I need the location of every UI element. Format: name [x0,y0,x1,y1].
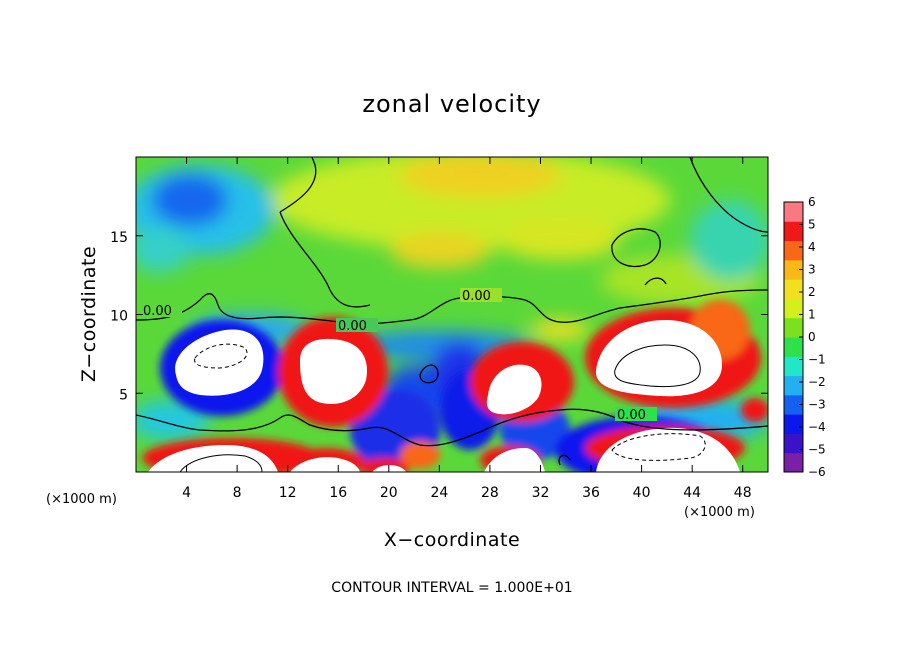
colorbar-tick-label: −1 [808,353,826,367]
colorbar-swatch [784,414,803,434]
saturated-cores [148,320,740,472]
x-tick-label: 24 [430,485,448,501]
colorbar-tick-label: −4 [808,420,826,434]
colorbar-tick-label: 5 [808,218,816,232]
colorbar-tick-label: 0 [808,330,816,344]
colorbar-swatch [784,337,803,357]
colorbar-swatch [784,279,803,299]
x-axis-label: X−coordinate [384,529,520,551]
colorbar-tick-label: −3 [808,398,826,412]
colorbar-swatch [784,221,803,242]
y-axis-label: Z−coordinate [78,246,100,382]
colorbar-tick-label: −5 [808,443,826,457]
contour-lines [136,157,768,466]
colorbar: 6 5 4 3 2 1 0 −1 −2 −3 −4 −5 −6 [783,195,826,479]
contour-label: 0.00 [143,304,172,319]
chart-title: zonal velocity [362,90,541,118]
contour-label: 0.00 [338,319,367,334]
colorbar-tick-label: 4 [808,240,816,254]
x-tick-label: 20 [380,485,398,501]
x-tick-label: 4 [182,485,191,501]
colorbar-swatch [784,375,803,396]
contour-lines-solid-inner [179,344,701,472]
x-axis: 4 8 12 16 20 24 28 32 36 40 44 48 [182,157,752,501]
x-tick-label: 32 [532,485,550,501]
colorbar-tick-label: −6 [808,465,826,479]
x-tick-label: 12 [279,485,297,501]
x-tick-label: 36 [582,485,600,501]
y-axis: 5 10 15 [110,230,768,403]
contour-lines-dashed [194,343,706,461]
x-units-left: (×1000 m) [46,492,117,507]
x-units-right: (×1000 m) [684,505,755,520]
y-tick-label: 10 [110,309,128,325]
colorbar-swatch [784,298,803,319]
colorbar-swatch [784,356,803,377]
x-tick-label: 16 [329,485,347,501]
colorbar-swatch [784,433,803,454]
x-tick-label: 44 [683,485,701,501]
colorbar-tick-label: 1 [808,308,816,322]
colorbar-tick-label: 3 [808,263,816,277]
y-tick-label: 5 [119,387,128,403]
colorbar-tick-label: 6 [808,195,816,209]
colorbar-swatch [784,317,803,338]
x-tick-label: 40 [633,485,651,501]
y-tick-label: 15 [110,230,128,246]
colorbar-swatch [784,240,803,261]
colorbar-tick-label: −2 [808,375,826,389]
colorbar-tick-label: 2 [808,285,816,299]
colorbar-swatch [784,452,803,473]
contour-interval-note: CONTOUR INTERVAL = 1.000E+01 [331,580,572,596]
colorbar-swatch [784,202,803,222]
contour-label: 0.00 [617,408,646,423]
x-tick-label: 48 [734,485,752,501]
colorbar-swatch [784,259,803,280]
heatmap-field: 0.00 0.00 0.00 0.00 [136,157,768,472]
contour-label: 0.00 [462,289,491,304]
contour-label-group: 0.00 0.00 0.00 0.00 [140,288,657,423]
x-tick-label: 8 [233,485,242,501]
colorbar-swatch [784,394,803,415]
x-tick-label: 28 [481,485,499,501]
